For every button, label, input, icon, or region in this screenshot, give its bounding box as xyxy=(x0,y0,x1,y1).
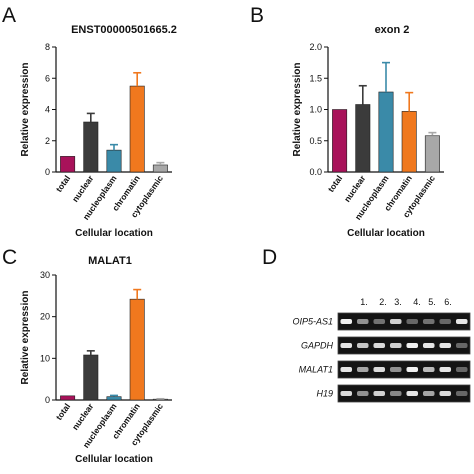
bar-total xyxy=(60,156,76,173)
y-tick-label: 0 xyxy=(45,167,50,177)
gel-band xyxy=(422,390,435,397)
gel-band xyxy=(455,342,468,349)
y-tick-label: 4 xyxy=(45,105,50,115)
gel-strip xyxy=(337,384,471,403)
gel-band xyxy=(340,342,353,349)
gel-band xyxy=(373,318,386,325)
lane-number: 1. xyxy=(360,297,368,307)
gel-band xyxy=(439,390,452,397)
gel-band xyxy=(356,318,369,325)
gel-strip xyxy=(337,336,471,355)
y-tick-label: 1.5 xyxy=(309,73,322,83)
gel-band xyxy=(389,390,402,397)
y-tick-label: 2 xyxy=(45,136,50,146)
x-axis-label: Cellular location xyxy=(75,228,153,239)
y-tick-label: 20 xyxy=(40,312,50,322)
bar-chromatin xyxy=(129,85,145,173)
gel-band xyxy=(439,366,452,373)
bar-chromatin xyxy=(129,298,145,401)
y-axis-label: Relative expression xyxy=(20,291,31,385)
bar-total xyxy=(60,395,76,401)
gel-band xyxy=(422,318,435,325)
gel-band xyxy=(356,342,369,349)
gel-row-label: OIP5-AS1 xyxy=(292,317,333,327)
y-tick-label: 8 xyxy=(45,42,50,52)
gel-band xyxy=(406,318,419,325)
chart-panel-b: exon 2 0.0 0.5 1.0 1.5 2.0 Relative expression… xyxy=(292,24,444,239)
gel-band xyxy=(373,366,386,373)
chart-title: MALAT1 xyxy=(88,255,132,267)
gel-strip xyxy=(337,360,471,379)
gel-band xyxy=(340,390,353,397)
bar-cytoplasmic xyxy=(424,135,440,173)
y-axis-label: Relative expression xyxy=(20,63,31,157)
gel-band xyxy=(406,390,419,397)
gel-panel-d: 1. 2. 3. 4. 5. 6. OIP5-AS1 GAPDH MALAT1 H19 xyxy=(292,297,471,403)
gel-band xyxy=(455,366,468,373)
gel-band xyxy=(455,318,468,325)
gel-band xyxy=(389,366,402,373)
lane-number: 4. xyxy=(413,297,421,307)
y-tick-label: 1.0 xyxy=(309,105,322,115)
gel-band xyxy=(356,390,369,397)
y-tick-label: 0 xyxy=(45,395,50,405)
gel-band xyxy=(455,390,468,397)
panel-letter-d: D xyxy=(262,246,277,269)
gel-band xyxy=(422,366,435,373)
chart-panel-a: ENST00000501665.2 0 2 4 6 8 Relative expressio… xyxy=(20,24,177,239)
chart-title: exon 2 xyxy=(375,24,410,36)
y-tick-label: 0.0 xyxy=(309,167,322,177)
lane-number: 2. xyxy=(379,297,387,307)
bar-nucleoplasm xyxy=(106,149,122,173)
panel-letter-b: B xyxy=(250,4,264,27)
panel-letter-c: C xyxy=(2,246,17,269)
bar-nuclear xyxy=(355,104,371,173)
gel-strip xyxy=(337,312,471,331)
category-label-total: total xyxy=(326,173,344,193)
bar-nucleoplasm xyxy=(378,91,394,173)
x-axis-label: Cellular location xyxy=(75,454,153,465)
chart-title: ENST00000501665.2 xyxy=(71,24,177,36)
gel-row-label: MALAT1 xyxy=(299,365,333,375)
gel-band xyxy=(340,318,353,325)
y-tick-label: 30 xyxy=(40,270,50,280)
category-label-total: total xyxy=(54,173,72,193)
gel-band xyxy=(406,366,419,373)
category-label-total: total xyxy=(54,401,72,421)
y-tick-label: 2.0 xyxy=(309,42,322,52)
gel-row-label: H19 xyxy=(316,389,333,399)
bar-nuclear xyxy=(83,354,99,401)
y-tick-label: 0.5 xyxy=(309,136,322,146)
gel-band xyxy=(439,342,452,349)
lane-number: 3. xyxy=(394,297,402,307)
y-tick-label: 10 xyxy=(40,353,50,363)
x-axis-label: Cellular location xyxy=(347,228,425,239)
gel-band xyxy=(422,342,435,349)
gel-row-label: GAPDH xyxy=(301,341,334,351)
y-axis-label: Relative expression xyxy=(292,63,303,157)
gel-band xyxy=(373,342,386,349)
gel-band xyxy=(373,390,386,397)
gel-band xyxy=(340,366,353,373)
y-tick-label: 6 xyxy=(45,73,50,83)
gel-band xyxy=(356,366,369,373)
gel-band xyxy=(389,342,402,349)
gel-band xyxy=(389,318,402,325)
panel-letter-a: A xyxy=(2,4,16,27)
lane-number: 5. xyxy=(428,297,436,307)
bar-chromatin xyxy=(401,111,417,173)
gel-band xyxy=(406,342,419,349)
bar-cytoplasmic xyxy=(152,164,168,173)
lane-number: 6. xyxy=(444,297,452,307)
bar-nucleoplasm xyxy=(106,396,122,401)
bar-total xyxy=(332,109,348,173)
gel-band xyxy=(439,318,452,325)
bar-nuclear xyxy=(83,121,99,173)
